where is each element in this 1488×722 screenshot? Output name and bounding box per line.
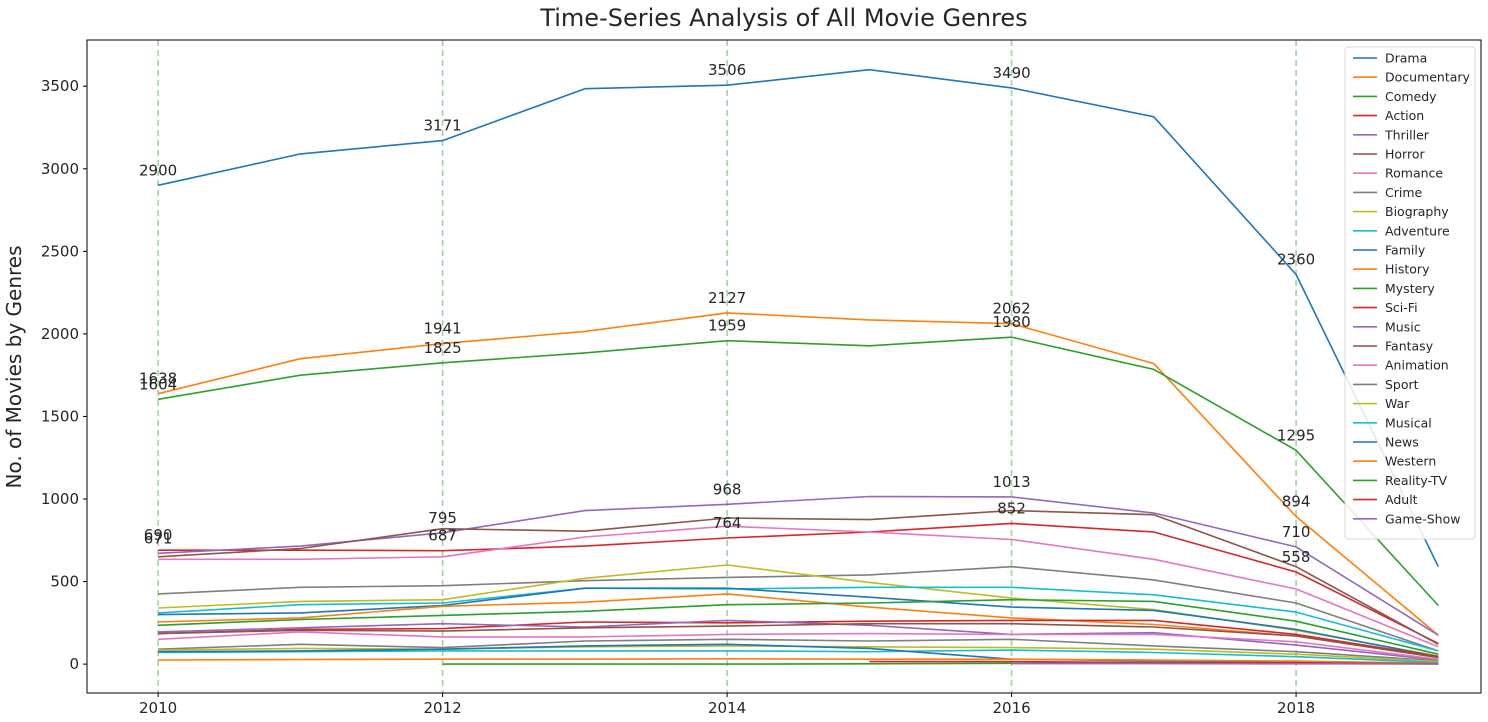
- series-line-adventure: [158, 586, 1439, 652]
- series-line-drama: [157, 68, 1440, 568]
- y-axis-label: No. of Movies by Genres: [2, 245, 26, 488]
- legend-label: Western: [1385, 454, 1436, 469]
- annotation-label: 1959: [708, 317, 746, 335]
- series-line-animation: [158, 631, 1439, 660]
- legend-label: Animation: [1385, 358, 1449, 373]
- legend-label: History: [1385, 262, 1430, 277]
- annotation-label: 2360: [1277, 250, 1315, 268]
- legend-label: Reality-TV: [1385, 473, 1447, 488]
- legend-label: Romance: [1385, 166, 1443, 181]
- legend-label: Comedy: [1385, 89, 1437, 104]
- series-line-history: [158, 593, 1439, 659]
- annotation-label: 968: [713, 480, 742, 498]
- annotation-label: 690: [144, 526, 173, 544]
- y-tick-label: 0: [69, 655, 79, 673]
- series-line-sci-fi: [158, 619, 1439, 658]
- legend-label: Musical: [1385, 415, 1432, 430]
- legend-label: Adventure: [1385, 223, 1450, 238]
- annotation-label: 1295: [1277, 426, 1315, 444]
- annotation-label: 1980: [992, 313, 1030, 331]
- annotation-label: 1604: [139, 375, 177, 393]
- legend-label: War: [1385, 396, 1410, 411]
- x-axis-ticks: 2010 2012 2014 2016 2018: [139, 693, 1315, 717]
- annotation-label: 558: [1282, 548, 1311, 566]
- annotation-label: 2900: [139, 161, 177, 179]
- plot-area-frame: [86, 39, 1482, 694]
- legend-label: Sport: [1385, 377, 1419, 392]
- legend-label: Mystery: [1385, 281, 1435, 296]
- legend-label: Documentary: [1385, 70, 1471, 85]
- legend-label: Family: [1385, 243, 1426, 258]
- series-line-fantasy: [158, 622, 1439, 659]
- series-line-horror: [158, 509, 1439, 646]
- y-tick-label: 500: [50, 573, 79, 591]
- legend-label: Thriller: [1384, 127, 1430, 142]
- annotation-label: 1013: [992, 473, 1030, 491]
- x-tick-label: 2010: [139, 699, 177, 717]
- y-tick-label: 2000: [41, 325, 79, 343]
- annotation-label: 671: [144, 529, 173, 547]
- chart-title: Time-Series Analysis of All Movie Genres: [539, 4, 1027, 32]
- vertical-reference-lines: [157, 40, 1297, 693]
- series-line-documentary: [157, 312, 1439, 636]
- x-tick-label: 2018: [1277, 699, 1315, 717]
- annotation-label: 764: [713, 514, 742, 532]
- legend-label: Adult: [1385, 492, 1418, 507]
- x-tick-label: 2016: [992, 699, 1030, 717]
- annotation-label: 795: [428, 509, 457, 527]
- x-tick-label: 2014: [708, 699, 746, 717]
- legend-label: Game-Show: [1385, 511, 1460, 526]
- legend-label: Music: [1385, 319, 1421, 334]
- legend: Drama Documentary Comedy Action Thriller Horr…: [1344, 46, 1476, 540]
- y-axis-ticks: 0 500 1000 1500 2000 2500 3000 3500: [41, 77, 87, 673]
- series-line-musical: [158, 649, 1439, 664]
- series-line-western: [158, 658, 1439, 665]
- series-line-sport: [158, 638, 1439, 662]
- annotation-label: 687: [428, 527, 457, 545]
- series-line-family: [158, 587, 1439, 658]
- legend-label: Action: [1385, 108, 1424, 123]
- y-tick-label: 3500: [41, 77, 79, 95]
- annotation-label: 3171: [424, 117, 462, 135]
- annotation-label: 2127: [708, 289, 746, 307]
- annotation-label: 1941: [424, 320, 462, 338]
- series-lines: [157, 68, 1440, 665]
- legend-label: Drama: [1385, 51, 1427, 66]
- annotation-label: 1638: [139, 370, 177, 388]
- series-line-crime: [158, 565, 1439, 652]
- annotation-label: 852: [997, 499, 1026, 517]
- series-line-mystery: [158, 598, 1439, 655]
- annotation-label: 710: [1282, 523, 1311, 541]
- annotation-label: 3490: [992, 64, 1030, 82]
- y-tick-label: 1500: [41, 407, 79, 425]
- series-line-action: [158, 522, 1439, 645]
- legend-label: Horror: [1385, 147, 1425, 162]
- series-line-thriller: [158, 495, 1439, 636]
- annotation-label: 1825: [424, 339, 462, 357]
- y-tick-label: 2500: [41, 242, 79, 260]
- legend-box: [1344, 46, 1476, 540]
- series-line-comedy: [157, 336, 1439, 607]
- legend-label: Crime: [1385, 185, 1423, 200]
- y-tick-label: 1000: [41, 490, 79, 508]
- legend-label: Fantasy: [1385, 339, 1434, 354]
- annotation-label: 2062: [992, 300, 1030, 318]
- legend-label: Biography: [1385, 204, 1449, 219]
- series-line-romance: [158, 525, 1439, 648]
- annotation-label: 3506: [708, 61, 746, 79]
- x-tick-label: 2012: [424, 699, 462, 717]
- annotation-label: 894: [1282, 493, 1311, 511]
- legend-label: News: [1385, 435, 1419, 450]
- legend-label: Sci-Fi: [1385, 300, 1418, 315]
- y-tick-label: 3000: [41, 160, 79, 178]
